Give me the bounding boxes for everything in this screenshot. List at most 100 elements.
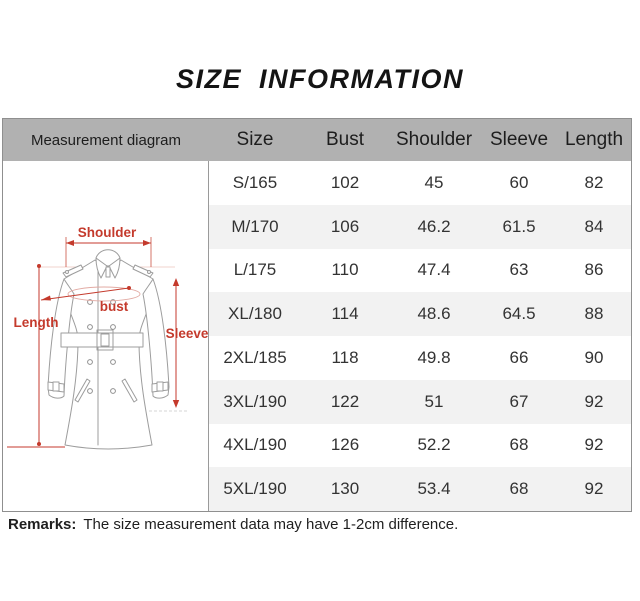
coat-left-epaulette [62, 264, 84, 278]
shoulder-arrow-right [143, 240, 151, 246]
coat-belt [60, 332, 144, 348]
length-bottom-dot [37, 442, 41, 446]
cell-length: 86 [584, 260, 604, 280]
coat-right-sleeve [142, 278, 170, 399]
table-row: S/165 102 45 60 82 [209, 161, 631, 205]
size-rows: S/165 102 45 60 82 M/170 106 46.2 61.5 8… [209, 161, 631, 511]
remarks-line: Remarks: The size measurement data may ha… [8, 516, 458, 533]
cell-bust: 106 [330, 216, 360, 236]
table-row: XL/180 114 48.6 64.5 88 [209, 292, 631, 336]
table-row: 4XL/190 126 52.2 68 92 [209, 424, 631, 468]
remarks-text: The size measurement data may have 1-2cm… [83, 516, 459, 533]
cell-size: 5XL/190 [223, 479, 287, 499]
cell-length: 92 [584, 435, 604, 455]
header-size: Size [236, 129, 274, 150]
coat-body [63, 259, 154, 450]
cell-shoulder: 49.8 [417, 347, 451, 367]
sleeve-arrow-top [172, 278, 180, 286]
cell-shoulder: 48.6 [417, 304, 451, 324]
cell-size: 3XL/190 [223, 391, 287, 411]
cell-sleeve: 67 [509, 391, 529, 411]
cell-sleeve: 60 [509, 172, 529, 192]
measurement-labels: Shoulder Length bust Sleeve [14, 225, 209, 341]
bust-end-dot [127, 286, 131, 290]
bust-label: bust [100, 299, 129, 314]
coat-right-pocket [121, 378, 138, 403]
header-sleeve: Sleeve [489, 129, 549, 150]
coat-collar-right-flap [108, 257, 121, 279]
cell-length: 82 [584, 172, 604, 192]
sleeve-label: Sleeve [166, 326, 209, 341]
cell-bust: 118 [331, 347, 359, 367]
coat-bust-ellipse [67, 286, 141, 302]
shoulder-end-ticks [65, 237, 152, 267]
cell-sleeve: 63 [509, 260, 529, 280]
cell-size: XL/180 [228, 304, 282, 324]
bust-arrow-line [40, 287, 130, 301]
header-shoulder: Shoulder [395, 129, 473, 150]
table-row: 3XL/190 122 51 67 92 [209, 379, 631, 424]
cell-size: S/165 [232, 172, 278, 192]
cell-sleeve: 68 [509, 479, 529, 499]
coat-right-cuff-buckle [156, 381, 164, 392]
coat-right-epaulette [132, 264, 154, 278]
coat-left-pocket [74, 378, 91, 403]
table-body: Shoulder Length bust Sleeve S/165 102 45… [3, 161, 631, 511]
cell-size: L/175 [233, 260, 277, 280]
cell-length: 90 [584, 347, 604, 367]
cell-size: M/170 [231, 216, 279, 236]
coat-collar-band [95, 249, 121, 259]
cell-bust: 102 [330, 172, 360, 192]
bust-arrow-left [41, 295, 51, 301]
cell-shoulder: 45 [424, 172, 444, 192]
cell-sleeve: 66 [509, 347, 529, 367]
measurement-annotations [7, 237, 189, 448]
sleeve-arrow-bottom [172, 400, 180, 408]
shoulder-label: Shoulder [78, 225, 137, 240]
table-row: L/175 110 47.4 63 86 [209, 249, 631, 293]
shoulder-arrow-left [66, 240, 74, 246]
page-title: SIZE INFORMATION [176, 64, 464, 94]
cell-sleeve: 64.5 [502, 304, 536, 324]
header-length: Length [564, 129, 624, 150]
cell-length: 88 [584, 304, 604, 324]
header-bust: Bust [325, 129, 365, 150]
table-row: 5XL/190 130 53.4 68 92 [209, 467, 631, 511]
cell-bust: 126 [330, 435, 360, 455]
cell-bust: 122 [330, 391, 360, 411]
cell-length: 92 [584, 391, 604, 411]
table-row: M/170 106 46.2 61.5 84 [209, 204, 631, 249]
coat-right-epaulette-button [147, 270, 151, 274]
cell-sleeve: 61.5 [502, 216, 536, 236]
coat-measurement-diagram-svg: Shoulder Length bust Sleeve [7, 225, 209, 450]
cell-length: 92 [584, 479, 604, 499]
coat-belt-buckle [96, 329, 114, 351]
cell-shoulder: 53.4 [417, 479, 451, 499]
cell-shoulder: 47.4 [417, 260, 451, 280]
cell-shoulder: 51 [424, 391, 444, 411]
cell-size: 4XL/190 [223, 435, 287, 455]
coat-collar-placket [105, 266, 111, 278]
cell-shoulder: 46.2 [417, 216, 451, 236]
remarks-label: Remarks: [8, 516, 77, 533]
coat-collar-left-flap [95, 257, 108, 279]
cell-bust: 114 [331, 304, 359, 324]
cell-length: 84 [584, 216, 604, 236]
measurement-diagram-cell: Shoulder Length bust Sleeve [3, 161, 209, 511]
length-label: Length [14, 315, 59, 330]
table-header-row: Measurement diagram Size Bust Shoulder S… [3, 119, 631, 161]
cell-bust: 130 [330, 479, 360, 499]
length-top-dot [37, 264, 41, 268]
size-table: Measurement diagram Size Bust Shoulder S… [2, 118, 632, 512]
cell-size: 2XL/185 [223, 347, 287, 367]
coat-left-epaulette-button [65, 270, 69, 274]
table-row: 2XL/185 118 49.8 66 90 [209, 336, 631, 380]
trench-coat-drawing [47, 249, 170, 450]
cell-shoulder: 52.2 [417, 435, 451, 455]
coat-left-cuff-buckle [52, 381, 60, 392]
coat-belt-buckle-inner [100, 333, 110, 347]
header-measurement-diagram: Measurement diagram [30, 131, 182, 149]
cell-bust: 110 [331, 260, 359, 280]
cell-sleeve: 68 [509, 435, 529, 455]
